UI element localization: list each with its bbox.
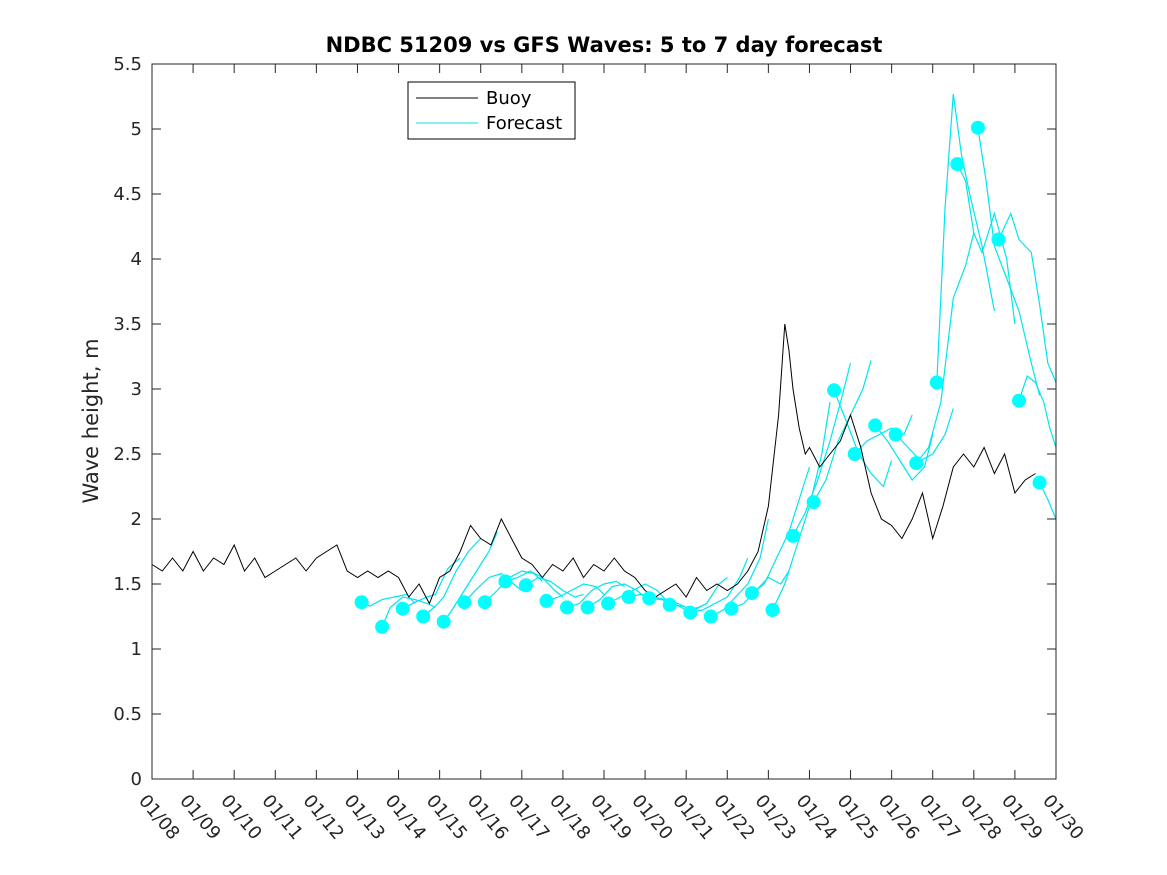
forecast-line-29 bbox=[956, 163, 1016, 325]
forecast-line-22 bbox=[813, 360, 872, 503]
forecast-marker-12 bbox=[601, 596, 616, 611]
forecast-marker-2 bbox=[395, 601, 410, 616]
forecast-marker-3 bbox=[416, 609, 431, 624]
y-tick-label: 5 bbox=[131, 119, 142, 140]
forecast-marker-28 bbox=[929, 375, 944, 390]
forecast-line-3 bbox=[422, 538, 482, 617]
forecast-marker-0 bbox=[354, 595, 369, 610]
forecast-marker-14 bbox=[642, 591, 657, 606]
legend-box bbox=[407, 81, 576, 140]
forecast-marker-25 bbox=[868, 418, 883, 433]
forecast-marker-7 bbox=[498, 574, 513, 589]
forecast-line-27 bbox=[915, 232, 975, 464]
forecast-marker-33 bbox=[1032, 475, 1047, 490]
forecast-line-10 bbox=[566, 580, 625, 608]
forecast-marker-13 bbox=[621, 590, 636, 604]
forecast-marker-5 bbox=[457, 595, 472, 610]
forecast-marker-11 bbox=[580, 600, 595, 615]
forecast-line-16 bbox=[690, 557, 749, 614]
y-tick-label: 4 bbox=[131, 249, 142, 270]
forecast-line-4 bbox=[443, 531, 498, 623]
forecast-marker-19 bbox=[744, 586, 759, 601]
forecast-line-21 bbox=[792, 362, 852, 537]
y-tick-label: 2 bbox=[131, 509, 142, 530]
chart-title: NDBC 51209 vs GFS Waves: 5 to 7 day fore… bbox=[326, 33, 883, 57]
forecast-marker-6 bbox=[477, 595, 492, 610]
series-layer bbox=[151, 93, 1057, 634]
forecast-line-1 bbox=[381, 596, 436, 628]
forecast-line-31 bbox=[997, 211, 1057, 383]
legend-forecast-label: Forecast bbox=[486, 113, 562, 134]
forecast-line-2 bbox=[402, 557, 461, 610]
forecast-marker-17 bbox=[703, 609, 718, 624]
forecast-line-5 bbox=[463, 572, 523, 603]
forecast-line-17 bbox=[710, 518, 769, 618]
y-tick-label: 2.5 bbox=[113, 444, 142, 465]
forecast-marker-9 bbox=[539, 593, 554, 608]
forecast-marker-29 bbox=[950, 157, 965, 172]
forecast-marker-4 bbox=[436, 614, 451, 629]
forecast-line-19 bbox=[751, 466, 811, 594]
y-tick-label: 1.5 bbox=[113, 574, 142, 595]
forecast-marker-26 bbox=[888, 427, 903, 442]
forecast-marker-24 bbox=[847, 447, 862, 461]
forecast-marker-15 bbox=[662, 597, 677, 612]
forecast-line-12 bbox=[607, 583, 667, 605]
forecast-line-15 bbox=[669, 577, 728, 611]
forecast-marker-20 bbox=[765, 603, 780, 617]
forecast-line-13 bbox=[628, 593, 687, 608]
forecast-line-26 bbox=[895, 408, 954, 462]
forecast-marker-8 bbox=[518, 578, 533, 593]
legend: Buoy Forecast bbox=[407, 81, 576, 140]
y-tick-label: 3 bbox=[131, 379, 142, 400]
y-tick-label: 4.5 bbox=[113, 184, 142, 205]
forecast-line-32 bbox=[1018, 375, 1057, 448]
y-axis-label: Wave height, m bbox=[79, 338, 103, 503]
forecast-line-30 bbox=[977, 127, 1041, 396]
forecast-marker-32 bbox=[1012, 393, 1026, 408]
forecast-marker-23 bbox=[827, 383, 842, 398]
forecast-marker-18 bbox=[724, 601, 739, 616]
forecast-line-11 bbox=[587, 583, 646, 608]
y-tick-label: 3.5 bbox=[113, 314, 142, 335]
forecast-marker-30 bbox=[970, 120, 985, 135]
forecast-marker-16 bbox=[683, 605, 698, 620]
forecast-line-6 bbox=[484, 570, 543, 603]
forecast-line-24 bbox=[854, 414, 913, 455]
forecast-line-8 bbox=[525, 576, 584, 598]
y-tick-label: 0.5 bbox=[113, 704, 142, 725]
forecast-line-7 bbox=[505, 570, 564, 598]
legend-buoy-label: Buoy bbox=[486, 88, 532, 109]
forecast-line-25 bbox=[874, 425, 934, 481]
forecast-marker-31 bbox=[991, 232, 1006, 247]
y-tick-label: 1 bbox=[131, 639, 142, 660]
forecast-marker-27 bbox=[909, 456, 924, 471]
buoy-line bbox=[151, 323, 1036, 605]
forecast-line-28 bbox=[936, 93, 995, 383]
forecast-marker-21 bbox=[786, 528, 800, 543]
forecast-line-20 bbox=[771, 401, 831, 611]
y-tick-label: 5.5 bbox=[113, 54, 142, 75]
forecast-line-18 bbox=[731, 570, 790, 610]
y-tick-label: 0 bbox=[131, 769, 142, 790]
forecast-marker-10 bbox=[560, 600, 574, 615]
plot-area bbox=[152, 64, 1056, 779]
forecast-marker-1 bbox=[375, 619, 390, 634]
forecast-marker-22 bbox=[806, 495, 821, 510]
